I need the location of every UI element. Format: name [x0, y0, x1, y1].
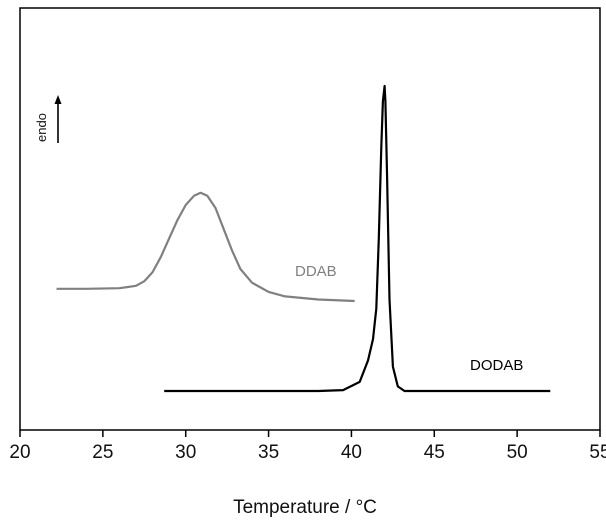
- endo-indicator: endo: [34, 95, 62, 143]
- series-line-dodab: [164, 84, 551, 393]
- plot-frame: [19, 7, 601, 431]
- x-tick-label: 20: [9, 442, 30, 463]
- x-tick-label: 35: [258, 442, 279, 463]
- x-axis-title: Temperature / °C: [233, 497, 377, 518]
- x-tick-label: 45: [424, 442, 445, 463]
- x-tick-label: 30: [175, 442, 196, 463]
- series-label-dodab: DODAB: [470, 357, 523, 374]
- x-tick-label: 40: [341, 442, 362, 463]
- endo-arrow-head: [54, 95, 62, 104]
- x-tick-label: 50: [507, 442, 528, 463]
- curves: [56, 84, 551, 393]
- x-tick-label: 25: [92, 442, 113, 463]
- x-axis-ticks: 20 25 30 35 40 45 50 55: [9, 430, 606, 463]
- x-tick-label: 55: [589, 442, 606, 463]
- endo-label: endo: [34, 113, 49, 142]
- series-label-ddab: DDAB: [295, 263, 337, 280]
- series-line-ddab: [56, 191, 355, 303]
